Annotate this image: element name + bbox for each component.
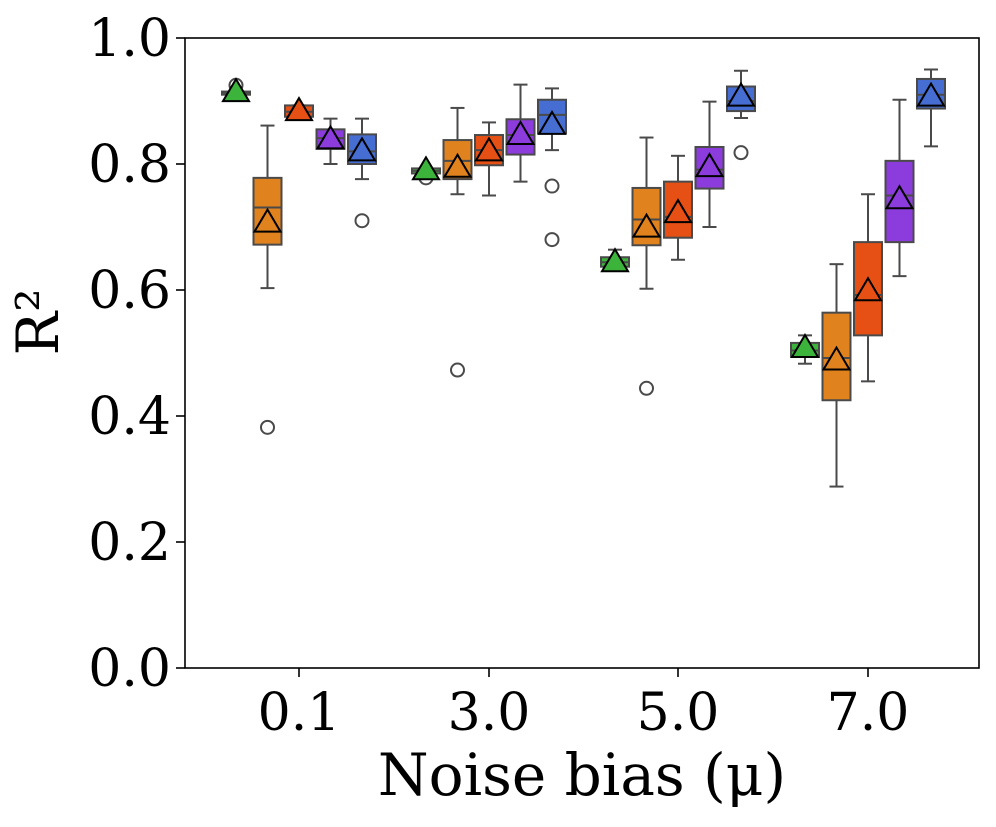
box-group	[442, 106, 473, 378]
outlier-point	[544, 232, 560, 248]
y-tick-label: 1.0	[88, 9, 171, 69]
box-group	[315, 117, 346, 165]
box-group	[790, 332, 820, 365]
box-group	[252, 124, 283, 435]
box-group	[853, 193, 883, 383]
mean-marker	[916, 81, 946, 107]
x-tick-label: 0.1	[258, 683, 341, 743]
x-tick-label: 3.0	[448, 683, 531, 743]
box-group	[505, 83, 536, 183]
mean-marker	[884, 184, 915, 210]
y-tick-label: 0.4	[88, 387, 171, 447]
box-group	[663, 154, 693, 261]
box-group	[884, 98, 915, 278]
box-group	[221, 77, 251, 103]
y-axis: 0.0 0.2 0.4 0.6 0.8 1.0	[88, 9, 185, 699]
y-axis-label: R²	[4, 289, 72, 356]
mean-marker	[442, 152, 473, 178]
box-group	[474, 121, 504, 197]
x-tick-label: 7.0	[827, 683, 910, 743]
plot-frame	[184, 37, 980, 669]
box-group	[694, 100, 725, 228]
y-tick-label: 0.2	[88, 513, 171, 573]
box-group	[821, 263, 852, 488]
mean-marker	[537, 109, 567, 135]
mean-marker	[221, 77, 251, 103]
x-axis-label: Noise bias (μ)	[378, 741, 786, 809]
x-axis: 0.1 3.0 5.0 7.0	[258, 668, 910, 743]
mean-marker	[694, 152, 725, 178]
mean-marker	[790, 332, 820, 358]
y-tick-label: 0.6	[88, 261, 171, 321]
mean-marker	[284, 96, 314, 122]
mean-marker	[853, 276, 883, 302]
outlier-point	[260, 419, 275, 435]
box-group	[347, 117, 377, 229]
box-group	[284, 96, 314, 122]
mean-marker	[726, 81, 756, 107]
outlier-point	[354, 213, 370, 229]
box-group	[411, 155, 441, 186]
outlier-point	[544, 178, 560, 194]
plot-layer	[221, 68, 946, 488]
box-group	[726, 69, 756, 161]
mean-marker	[600, 247, 630, 273]
mean-marker	[663, 198, 693, 224]
y-tick-label: 0.0	[88, 639, 171, 699]
outlier-point	[639, 380, 654, 396]
x-tick-label: 5.0	[637, 683, 720, 743]
mean-marker	[315, 124, 346, 150]
box-group	[631, 136, 662, 396]
mean-marker	[252, 207, 283, 233]
y-tick-label: 0.8	[88, 135, 171, 195]
mean-marker	[347, 136, 377, 162]
outlier-point	[733, 145, 749, 161]
box-group	[600, 247, 630, 273]
mean-marker	[474, 136, 504, 162]
mean-marker	[631, 212, 662, 238]
mean-marker	[411, 155, 441, 181]
mean-marker	[505, 120, 536, 146]
mean-marker	[821, 345, 852, 371]
outlier-point	[450, 362, 465, 378]
box-group	[916, 68, 946, 148]
box-group	[537, 87, 567, 248]
